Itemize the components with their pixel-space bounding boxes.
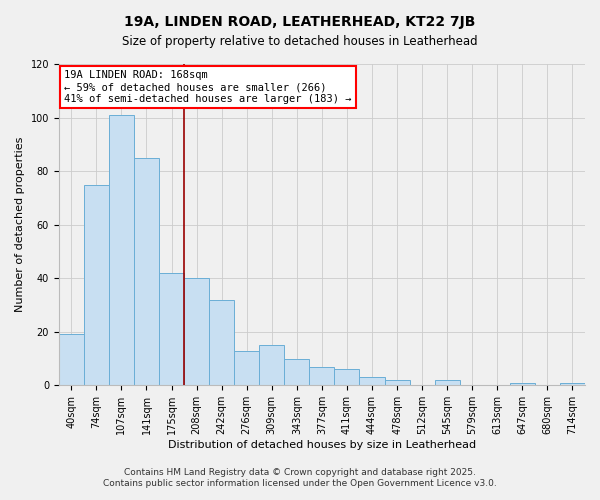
Bar <box>59 334 84 386</box>
Text: 19A LINDEN ROAD: 168sqm
← 59% of detached houses are smaller (266)
41% of semi-d: 19A LINDEN ROAD: 168sqm ← 59% of detache… <box>64 70 352 104</box>
Bar <box>510 382 535 386</box>
Bar <box>259 345 284 386</box>
Bar <box>334 370 359 386</box>
Bar <box>184 278 209 386</box>
Bar <box>310 366 334 386</box>
Bar <box>434 380 460 386</box>
Bar <box>134 158 159 386</box>
Bar <box>159 273 184 386</box>
Bar <box>209 300 234 386</box>
Text: Contains HM Land Registry data © Crown copyright and database right 2025.
Contai: Contains HM Land Registry data © Crown c… <box>103 468 497 487</box>
Bar <box>109 115 134 386</box>
Bar <box>84 184 109 386</box>
Text: Size of property relative to detached houses in Leatherhead: Size of property relative to detached ho… <box>122 35 478 48</box>
X-axis label: Distribution of detached houses by size in Leatherhead: Distribution of detached houses by size … <box>168 440 476 450</box>
Y-axis label: Number of detached properties: Number of detached properties <box>15 137 25 312</box>
Bar <box>385 380 410 386</box>
Bar <box>284 358 310 386</box>
Text: 19A, LINDEN ROAD, LEATHERHEAD, KT22 7JB: 19A, LINDEN ROAD, LEATHERHEAD, KT22 7JB <box>124 15 476 29</box>
Bar <box>359 378 385 386</box>
Bar <box>234 350 259 386</box>
Bar <box>560 382 585 386</box>
